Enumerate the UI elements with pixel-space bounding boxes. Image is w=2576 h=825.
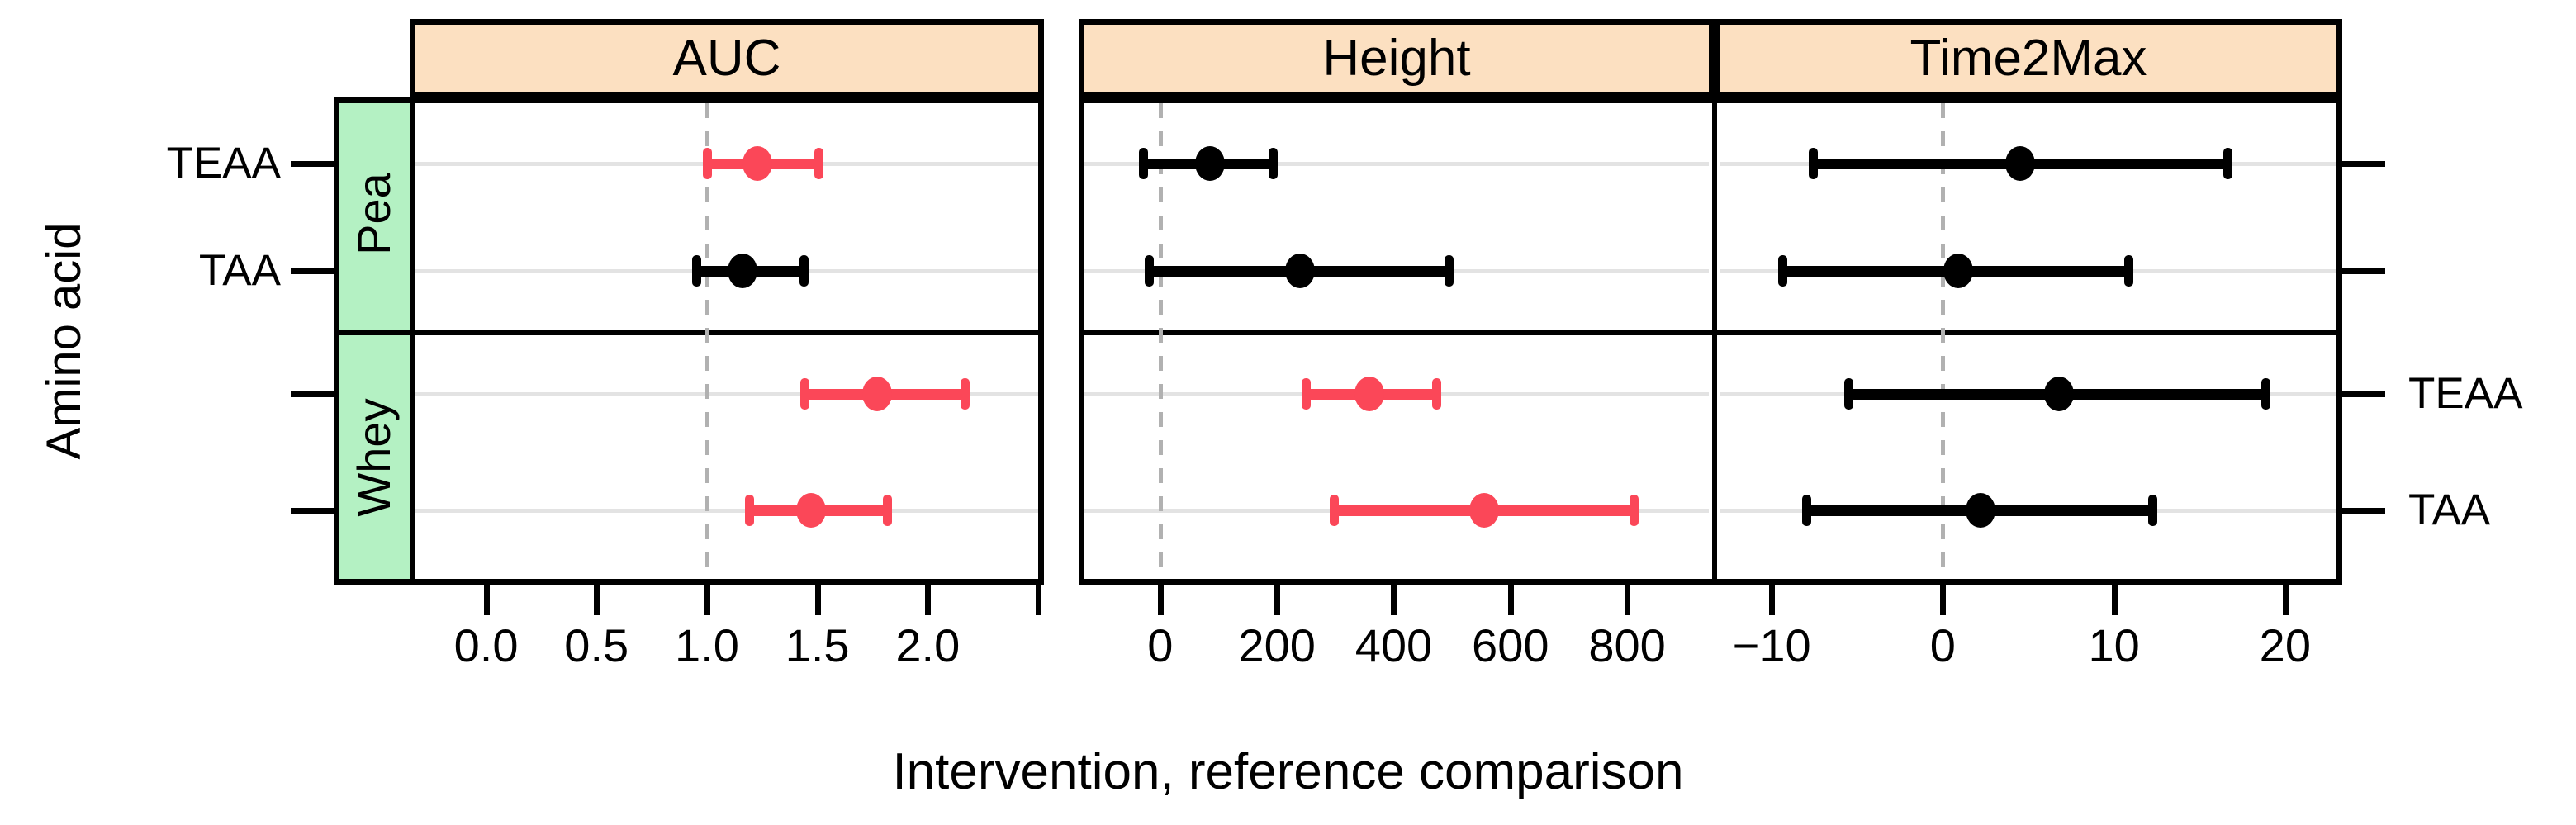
x-axis-tick-height: [1274, 585, 1281, 615]
panel-title-auc: AUC: [672, 29, 781, 87]
ci-cap-upper-height-pea-taa: [1445, 255, 1454, 287]
group-strip-label-pea: Pea: [348, 173, 400, 255]
ci-cap-upper-time2max-pea-taa: [2124, 255, 2134, 287]
reference-line-height: [1158, 103, 1163, 579]
row-label-right-whey-teaa: TEAA: [2408, 369, 2523, 418]
y-axis-tick-left: [291, 508, 334, 514]
row-gridline: [1084, 162, 1709, 166]
x-axis-tick-label-time2max: 10: [2088, 619, 2140, 671]
group-strip-label-whey: Whey: [348, 398, 400, 517]
row-label-left-pea-teaa: TEAA: [166, 139, 281, 187]
y-axis-tick-left: [291, 268, 334, 274]
x-axis-tick-auc: [483, 585, 490, 615]
ci-cap-upper-height-pea-teaa: [1268, 148, 1278, 179]
row-gridline: [415, 392, 1038, 396]
x-axis-tick-auc: [704, 585, 710, 615]
x-axis-tick-label-auc: 0.5: [564, 619, 629, 671]
estimate-point-height-pea-taa: [1285, 254, 1316, 288]
estimate-point-time2max-whey-teaa: [2044, 377, 2075, 411]
ci-cap-upper-auc-pea-taa: [799, 255, 809, 287]
ci-cap-upper-height-whey-taa: [1629, 495, 1639, 526]
x-axis-label: Intervention, reference comparison: [892, 743, 1684, 800]
panel-title-time2max: Time2Max: [1909, 29, 2147, 87]
estimate-point-height-whey-taa: [1468, 493, 1499, 528]
ci-cap-upper-height-whey-teaa: [1431, 378, 1441, 410]
ci-cap-lower-height-pea-taa: [1144, 255, 1154, 287]
y-axis-tick-left: [291, 391, 334, 397]
x-axis-tick-height: [1157, 585, 1164, 615]
panel-strip-time2max: Time2Max: [1715, 19, 2342, 97]
row-label-right-whey-taa: TAA: [2408, 486, 2491, 534]
x-axis-tick-label-auc: 0.0: [453, 619, 519, 671]
y-axis-tick-left: [291, 161, 334, 167]
x-axis-tick-label-height: 400: [1354, 619, 1433, 671]
panel-strip-height: Height: [1079, 19, 1715, 97]
panel-divider-vertical: [1712, 97, 1717, 585]
estimate-point-time2max-pea-taa: [1943, 254, 1974, 288]
ci-cap-lower-auc-whey-teaa: [799, 378, 809, 410]
group-divider-horizontal: [334, 330, 1044, 335]
ci-cap-lower-height-whey-taa: [1329, 495, 1339, 526]
ci-cap-upper-auc-pea-teaa: [814, 148, 824, 179]
panel-strip-auc: AUC: [410, 19, 1044, 97]
y-axis-tick-right: [2342, 161, 2385, 167]
reference-line-auc: [704, 103, 709, 579]
x-axis-tick-height: [1625, 585, 1631, 615]
estimate-point-height-pea-teaa: [1194, 146, 1225, 181]
x-axis-tick-label-time2max: 0: [1929, 619, 1956, 671]
x-axis-tick-height: [1507, 585, 1514, 615]
estimate-point-auc-pea-teaa: [742, 146, 773, 181]
x-axis-tick-height: [1391, 585, 1397, 615]
x-axis-tick-time2max: [1940, 585, 1947, 615]
x-axis-tick-time2max: [2111, 585, 2118, 615]
x-axis-tick-label-auc: 1.0: [674, 619, 739, 671]
ci-cap-upper-auc-whey-taa: [883, 495, 893, 526]
ci-cap-lower-time2max-whey-teaa: [1844, 378, 1854, 410]
estimate-point-auc-whey-teaa: [861, 377, 892, 411]
x-axis-tick-label-height: 200: [1238, 619, 1316, 671]
ci-cap-lower-time2max-pea-taa: [1777, 255, 1787, 287]
x-axis-tick-label-height: 600: [1472, 619, 1549, 671]
row-label-left-pea-taa: TAA: [198, 246, 281, 295]
panel-box-auc: [410, 97, 1044, 585]
x-axis-tick-label-height: 800: [1588, 619, 1666, 671]
ci-cap-lower-auc-pea-taa: [691, 255, 701, 287]
group-divider-horizontal: [1079, 330, 2342, 335]
ci-cap-lower-auc-pea-teaa: [702, 148, 712, 179]
x-axis-tick-label-time2max: −10: [1732, 619, 1811, 671]
y-axis-tick-right: [2342, 268, 2385, 274]
reference-line-time2max: [1941, 103, 1946, 579]
ci-cap-upper-time2max-whey-taa: [2148, 495, 2158, 526]
x-axis-tick-auc: [814, 585, 821, 615]
x-axis-tick-label-time2max: 20: [2259, 619, 2311, 671]
x-axis-tick-label-height: 0: [1147, 619, 1174, 671]
ci-cap-lower-height-whey-teaa: [1302, 378, 1312, 410]
panel-box-combined: [1079, 97, 2342, 585]
x-axis-tick-time2max: [1769, 585, 1776, 615]
y-axis-tick-right: [2342, 391, 2385, 397]
x-axis-tick-label-auc: 2.0: [895, 619, 961, 671]
y-axis-tick-right: [2342, 508, 2385, 514]
x-axis-tick-auc: [594, 585, 600, 615]
ci-cap-lower-auc-whey-taa: [744, 495, 754, 526]
ci-cap-upper-auc-whey-teaa: [960, 378, 970, 410]
x-axis-tick-label-auc: 1.5: [785, 619, 850, 671]
estimate-point-time2max-whey-taa: [1965, 493, 1995, 528]
estimate-point-auc-pea-taa: [727, 254, 757, 288]
panel-title-height: Height: [1322, 29, 1471, 87]
ci-cap-lower-height-pea-teaa: [1139, 148, 1149, 179]
ci-cap-upper-time2max-whey-teaa: [2261, 378, 2271, 410]
estimate-point-height-whey-teaa: [1354, 377, 1384, 411]
x-axis-tick-auc: [925, 585, 932, 615]
ci-cap-lower-time2max-pea-teaa: [1808, 148, 1818, 179]
x-axis-tick-time2max: [2282, 585, 2289, 615]
estimate-point-time2max-pea-teaa: [2004, 146, 2035, 181]
row-gridline: [415, 509, 1038, 513]
ci-cap-upper-time2max-pea-teaa: [2223, 148, 2233, 179]
x-axis-tick-auc: [1036, 585, 1041, 615]
ci-cap-lower-time2max-whey-taa: [1801, 495, 1811, 526]
estimate-point-auc-whey-taa: [795, 493, 826, 528]
